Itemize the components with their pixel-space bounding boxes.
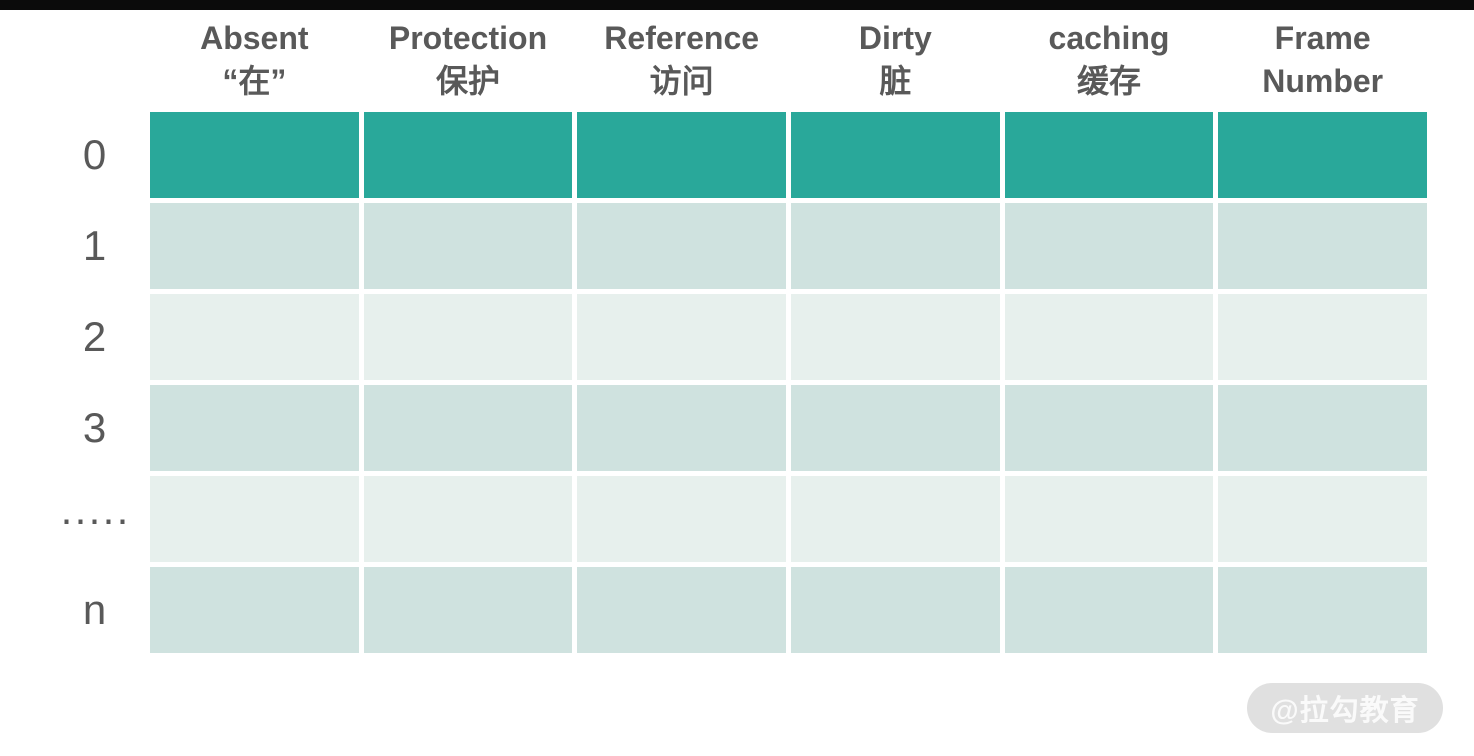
page-table-body: 0 1 2 3 ····· n (0, 112, 1427, 653)
table-cell (577, 294, 786, 380)
column-header-line2: 保护 (435, 63, 500, 100)
column-header-line1: Reference (604, 20, 760, 56)
table-cell (1004, 112, 1214, 198)
column-header-line1: Absent (200, 20, 309, 56)
column-header-frame-number: Frame Number (1218, 15, 1427, 112)
table-cell (150, 476, 359, 562)
table-cell (1218, 112, 1427, 198)
column-header-line1: Frame (1274, 20, 1371, 56)
table-cell (1004, 385, 1214, 471)
watermark-badge: @拉勾教育 (1247, 683, 1443, 733)
table-cell (1004, 294, 1214, 380)
table-cell (1218, 203, 1427, 289)
table-cell (791, 112, 1000, 198)
table-cell (791, 294, 1000, 380)
table-cell (577, 112, 786, 198)
table-cell (1218, 567, 1427, 653)
table-cell (577, 385, 786, 471)
column-header-line1: Protection (388, 20, 548, 56)
table-cell (363, 294, 573, 380)
column-header-dirty: Dirty 脏 (791, 15, 1000, 112)
column-header-reference: Reference 访问 (577, 15, 786, 112)
column-header-caching: caching 缓存 (1005, 15, 1214, 112)
table-cell (1004, 476, 1214, 562)
table-cell (150, 203, 359, 289)
table-cell (1004, 203, 1214, 289)
table-cell (150, 567, 359, 653)
table-cell (363, 476, 573, 562)
table-cell (577, 476, 786, 562)
column-header-line1: Dirty (858, 20, 932, 56)
table-cell (577, 567, 786, 653)
table-cell (363, 385, 573, 471)
row-label-3: 3 (82, 404, 107, 451)
row-label-·····: ····· (59, 495, 130, 542)
table-cell (1004, 567, 1214, 653)
table-cell (150, 294, 359, 380)
row-label-0: 0 (82, 131, 107, 178)
table-cell (150, 112, 359, 198)
table-cell (791, 385, 1000, 471)
column-header-absent: Absent “在” (150, 15, 359, 112)
table-cell (363, 203, 573, 289)
top-black-bar (0, 0, 1474, 10)
page-table-header: Absent “在” Protection 保护 Reference 访问 Di… (0, 15, 1427, 112)
table-cell (1218, 385, 1427, 471)
table-cell (791, 567, 1000, 653)
row-label-2: 2 (82, 313, 107, 360)
column-header-line2: 缓存 (1076, 63, 1141, 100)
column-header-line2: Number (1262, 63, 1384, 100)
table-cell (791, 203, 1000, 289)
column-header-line1: caching (1048, 20, 1170, 56)
table-cell (363, 112, 573, 198)
table-cell (1218, 294, 1427, 380)
column-header-line2: 脏 (879, 63, 912, 100)
column-header-line2: 访问 (649, 63, 714, 100)
table-cell (577, 203, 786, 289)
table-cell (363, 567, 573, 653)
watermark-text: @拉勾教育 (1270, 695, 1420, 727)
table-cell (150, 385, 359, 471)
table-cell (791, 476, 1000, 562)
column-header-line2: “在” (222, 63, 287, 100)
column-header-protection: Protection 保护 (364, 15, 573, 112)
row-label-1: 1 (82, 222, 107, 269)
row-label-n: n (82, 586, 107, 633)
table-cell (1218, 476, 1427, 562)
header-spacer (0, 15, 145, 112)
